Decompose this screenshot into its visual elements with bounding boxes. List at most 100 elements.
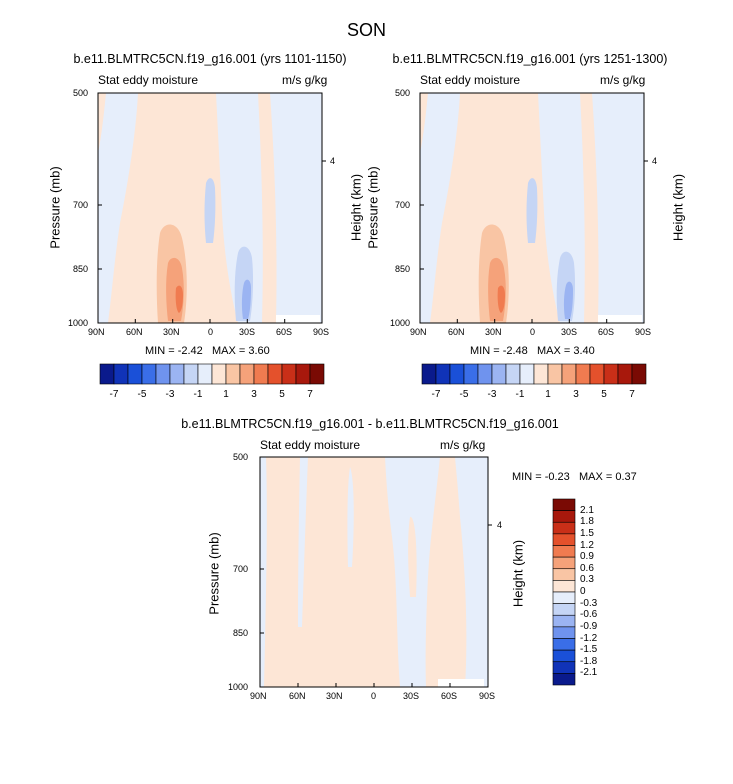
- panel-1-x-tick-marks: [97, 319, 323, 323]
- colorbar-tick-label: -1.8: [580, 655, 598, 667]
- panel-3-y-tick-500: 500: [233, 452, 249, 462]
- panel-2-y-tick-850: 850: [395, 264, 411, 274]
- panel-1-max-value: 3.60: [248, 345, 270, 357]
- colorbar-box: [463, 363, 479, 385]
- panel-1-yright-tick-4: 4: [330, 156, 336, 166]
- panel-2-peach-south: [580, 93, 599, 323]
- colorbar-tick-label: -1: [515, 389, 525, 400]
- colorbar-box: [169, 363, 185, 385]
- colorbar-box: [155, 363, 171, 385]
- colorbar-box: [589, 363, 605, 385]
- colorbar-box: [547, 363, 563, 385]
- panel-1-colorbar: [99, 363, 325, 385]
- panel-3-missing-patch: [438, 679, 484, 687]
- panel-1-x-tick-90N: 90N: [88, 327, 105, 337]
- panel-2-peach-lowlat: [520, 93, 538, 188]
- panel-3-x-tick-90N: 90N: [250, 691, 267, 701]
- colorbar-tick-label: -1.5: [580, 644, 598, 656]
- colorbar-tick-label: -1: [193, 389, 203, 400]
- colorbar-box: [113, 363, 129, 385]
- panel-1-min-max: MIN = -2.42 MAX = 3.60: [145, 345, 270, 357]
- panel-2-y-tick-1000: 1000: [390, 318, 411, 328]
- colorbar-box: [552, 591, 576, 604]
- colorbar-box: [552, 510, 576, 523]
- panel-2-x-tick-0: 0: [530, 327, 536, 337]
- colorbar-tick-label: 1.2: [580, 539, 594, 551]
- panel-2-variable-label: Stat eddy moisture: [420, 73, 521, 87]
- panel-3-ylabel: Pressure (mb): [206, 532, 222, 615]
- panel-1-x-tick-60S: 60S: [276, 327, 293, 337]
- panel-3-y-tick-1000: 1000: [228, 682, 249, 692]
- panel-1-peach-lowlat: [198, 93, 216, 188]
- panel-1-min-value: -2.42: [177, 345, 203, 357]
- colorbar-tick-label: 0.6: [580, 562, 594, 574]
- panel-2-x-tick-90N: 90N: [410, 327, 427, 337]
- panel-2-x-tick-marks: [419, 319, 645, 323]
- panel-1-y-tick-500: 500: [73, 88, 89, 98]
- colorbar-tick-label: -5: [137, 389, 147, 400]
- panel-1-min-label: MIN =: [145, 345, 175, 357]
- panel-2-ylabel: Pressure (mb): [365, 166, 381, 249]
- panel-2-x-tick-60N: 60N: [448, 327, 465, 337]
- panel-1-units-label: m/s g/kg: [282, 73, 328, 87]
- colorbar-box: [575, 363, 591, 385]
- colorbar-tick-label: 2.1: [580, 504, 594, 516]
- panel-2-warm-3: [497, 285, 505, 313]
- colorbar-tick-label: 5: [601, 389, 607, 400]
- colorbar-box: [519, 363, 535, 385]
- colorbar-box: [552, 580, 576, 593]
- panel-1-max-label: MAX =: [211, 345, 246, 357]
- colorbar-box: [552, 521, 576, 535]
- panel-3-blue-3: [347, 467, 354, 567]
- colorbar-tick-label: 0.9: [580, 551, 594, 563]
- panel-3-colorbar-labels: 2.1 1.8 1.5 1.2 0.9 0.6 0.3 0 -0.3 -0.6 -0.9 -1.2 -1…: [580, 499, 620, 685]
- colorbar-box: [552, 649, 576, 663]
- colorbar-box: [505, 363, 521, 385]
- colorbar-tick-label: 1.8: [580, 516, 594, 528]
- colorbar-box: [449, 363, 465, 385]
- colorbar-tick-label: 1: [545, 389, 551, 400]
- panel-2-min-label: MIN =: [470, 345, 500, 357]
- colorbar-box: [552, 556, 576, 570]
- colorbar-tick-label: 0.3: [580, 574, 594, 586]
- panel-1-x-tick-60N: 60N: [126, 327, 143, 337]
- colorbar-tick-label: -5: [459, 389, 469, 400]
- panel-3-x-tick-0: 0: [371, 691, 377, 701]
- panel-3-units-label: m/s g/kg: [440, 438, 486, 452]
- panel-3-colorbar: [552, 498, 576, 686]
- colorbar-box: [309, 363, 325, 385]
- panel-1-ylabel-right: Height (km): [348, 173, 364, 242]
- panel-3-bg: [260, 457, 488, 687]
- colorbar-box: [631, 363, 647, 385]
- colorbar-tick-label: 7: [629, 389, 635, 400]
- colorbar-box: [197, 363, 213, 385]
- panel-3-blue-5: [455, 457, 488, 687]
- panel-1-y-tick-1000: 1000: [68, 318, 89, 328]
- colorbar-tick-label: -1.2: [580, 632, 598, 644]
- panel-1-y-tick-700: 700: [73, 200, 89, 210]
- panel-1-variable-label: Stat eddy moisture: [98, 73, 199, 87]
- panel-2-cool-2: [563, 281, 573, 319]
- colorbar-box: [552, 638, 576, 651]
- colorbar-box: [561, 363, 577, 385]
- panel-1-y-tick-850: 850: [73, 264, 89, 274]
- panel-1-y-tick-marks: [98, 92, 326, 324]
- colorbar-box: [552, 614, 576, 628]
- colorbar-box: [552, 498, 576, 511]
- colorbar-tick-label: -3: [165, 389, 175, 400]
- colorbar-tick-label: -2.1: [580, 667, 598, 679]
- panel-2-x-tick-60S: 60S: [598, 327, 615, 337]
- panel-3-x-tick-marks: [259, 683, 489, 687]
- colorbar-tick-label: 3: [573, 389, 579, 400]
- panel-3-y-tick-850: 850: [233, 628, 249, 638]
- colorbar-tick-label: -0.9: [580, 620, 598, 632]
- colorbar-box: [552, 568, 576, 581]
- colorbar-box: [183, 363, 199, 385]
- colorbar-box: [552, 603, 576, 616]
- panel-2-min-max: MIN = -2.48 MAX = 3.40: [470, 345, 595, 357]
- figure-title: SON: [346, 20, 386, 40]
- panel-3-blue-2: [298, 457, 308, 627]
- panel-1-colorbar-labels: -7 -5 -3 -1 1 3 5 7: [100, 389, 324, 401]
- colorbar-box: [99, 363, 115, 385]
- panel-3-y-tick-700: 700: [233, 564, 249, 574]
